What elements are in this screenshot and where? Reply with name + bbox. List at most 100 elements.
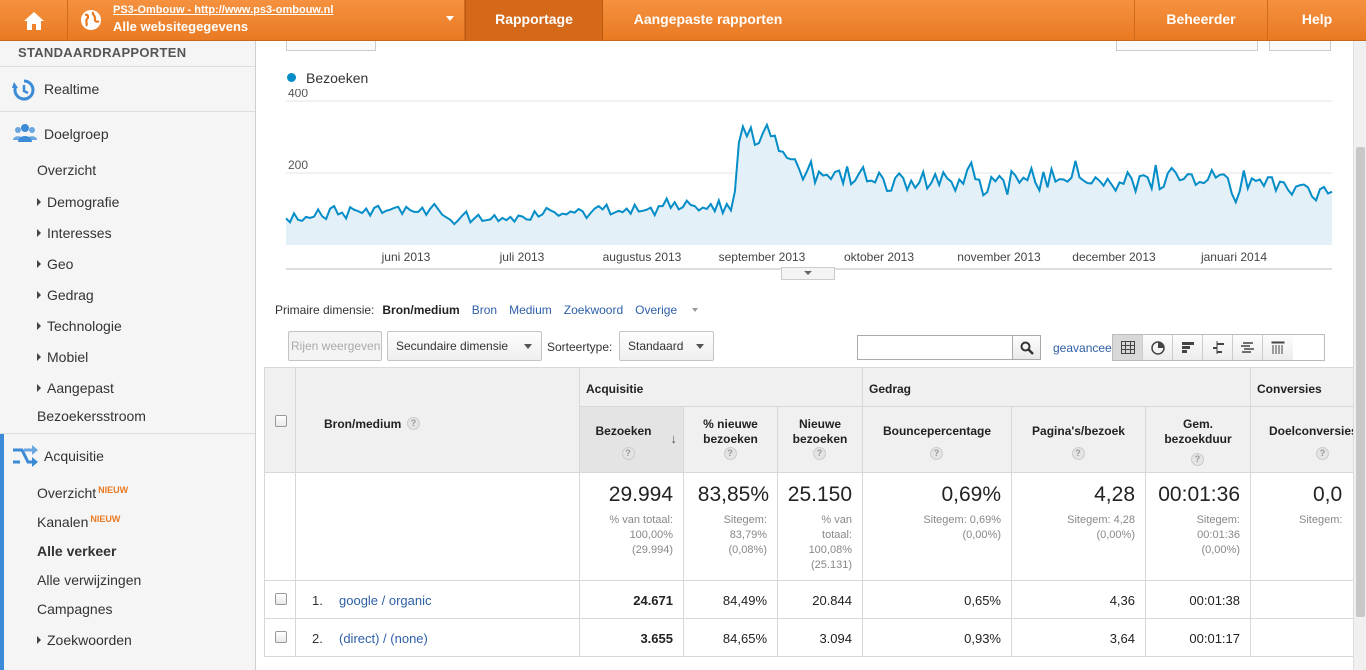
select-all-cell — [264, 367, 296, 473]
row-checkbox[interactable] — [275, 593, 287, 605]
sidebar-item-kanalen[interactable]: Kanalen NIEUW — [37, 514, 120, 530]
dimension-zoekwoord[interactable]: Zoekwoord — [563, 303, 624, 317]
visits-line-chart[interactable]: 400 200 juni 2013 juli 2013 augustus 2013 se… — [263, 89, 1343, 279]
group-header-gedrag: Gedrag — [863, 367, 1251, 407]
dimension-bron-medium[interactable]: Bron/medium — [382, 303, 460, 317]
sidebar-label-acquisitie: Acquisitie — [44, 448, 104, 464]
view-table-button[interactable] — [1113, 335, 1143, 360]
row-pct-nieuwe: 84,49% — [684, 581, 778, 619]
column-header-nieuwe-bezoeken[interactable]: Nieuwe bezoeken ? — [778, 407, 863, 473]
new-badge: NIEUW — [90, 514, 121, 524]
chart-type-buttons-stub[interactable] — [1269, 41, 1331, 51]
search-icon — [1020, 341, 1034, 355]
view-term-cloud-button[interactable] — [1233, 335, 1263, 360]
row-nieuwe-bezoeken: 20.844 — [778, 581, 863, 619]
totals-checkbox-cell — [264, 473, 296, 581]
column-header-paginas-per-bezoek[interactable]: Pagina's/bezoek ? — [1012, 407, 1146, 473]
tab-beheerder[interactable]: Beheerder — [1134, 0, 1267, 41]
total-pct-nieuwe: 83,85% Sitegem: 83,79% (0,08%) — [684, 473, 778, 581]
sidebar-item-label: Gedrag — [47, 287, 94, 303]
chart-collapse-handle[interactable] — [781, 267, 835, 280]
grid-icon — [1120, 341, 1135, 354]
rows-display-button[interactable]: Rijen weergeven — [288, 331, 382, 361]
account-view: Alle websitegegevens — [113, 19, 249, 34]
help-icon[interactable]: ? — [407, 417, 420, 430]
sidebar-item-aangepast[interactable]: Aangepast — [37, 380, 114, 396]
column-header-bezoeken[interactable]: Bezoeken ↓ ? — [580, 407, 684, 473]
sidebar-item-campagnes[interactable]: Campagnes — [37, 601, 113, 617]
dimension-medium[interactable]: Medium — [509, 303, 552, 317]
tab-rapportage[interactable]: Rapportage — [465, 0, 603, 41]
sidebar-item-interesses[interactable]: Interesses — [37, 225, 112, 241]
sidebar-item-zoekwoorden[interactable]: Zoekwoorden — [37, 632, 132, 648]
chevron-down-icon — [446, 16, 454, 21]
help-icon[interactable]: ? — [1316, 447, 1329, 460]
total-bezoekduur: 00:01:36 Sitegem: 00:01:36 (0,00%) — [1146, 473, 1251, 581]
sidebar-item-geo[interactable]: Geo — [37, 256, 73, 272]
row-source-link[interactable]: google / organic — [339, 593, 432, 608]
sidebar-item-acquisitie[interactable]: Acquisitie — [0, 433, 255, 477]
row-doelconversies — [1251, 619, 1353, 657]
home-button[interactable] — [0, 0, 68, 41]
column-header-doelconversies[interactable]: Doelconversies ? — [1251, 407, 1353, 473]
sort-type-label: Sorteertype: — [547, 340, 613, 354]
new-badge: NIEUW — [98, 485, 129, 495]
help-icon[interactable]: ? — [621, 447, 635, 460]
column-header-pct-nieuwe[interactable]: % nieuwe bezoeken ? — [684, 407, 778, 473]
legend-label[interactable]: Bezoeken — [306, 70, 369, 86]
group-title: Conversies — [1257, 382, 1322, 396]
dimension-overige[interactable]: Overige — [635, 303, 710, 317]
view-pie-button[interactable] — [1143, 335, 1173, 360]
sort-type-dropdown[interactable]: Standaard — [619, 331, 714, 361]
help-icon[interactable]: ? — [1071, 447, 1085, 460]
select-all-checkbox[interactable] — [275, 415, 287, 427]
help-icon[interactable]: ? — [930, 447, 943, 460]
view-performance-button[interactable] — [1173, 335, 1203, 360]
legend-marker — [287, 73, 296, 82]
help-icon[interactable]: ? — [1191, 453, 1204, 466]
sidebar-item-alle-verwijzingen[interactable]: Alle verwijzingen — [37, 572, 142, 588]
interval-buttons-stub[interactable] — [1116, 41, 1258, 51]
search-button[interactable] — [1012, 335, 1041, 360]
view-pivot-button[interactable] — [1263, 335, 1293, 360]
cell-value: 20.844 — [812, 593, 852, 608]
cell-value: 3,64 — [1109, 631, 1135, 646]
row-checkbox[interactable] — [275, 631, 287, 643]
row-doelconversies — [1251, 581, 1353, 619]
total-doelconversies: 0,0 Sitegem: — [1251, 473, 1353, 581]
help-icon[interactable]: ? — [723, 447, 737, 460]
secondary-dimension-dropdown[interactable]: Secundaire dimensie — [387, 331, 542, 361]
column-header-bouncepercentage[interactable]: Bouncepercentage ? — [863, 407, 1012, 473]
sidebar-label-realtime: Realtime — [44, 81, 100, 97]
advanced-filter-link[interactable]: geavanceerd — [1053, 341, 1123, 355]
sidebar-item-doelgroep[interactable]: Doelgroep — [0, 111, 255, 155]
account-selector[interactable]: PS3-Ombouw - http://www.ps3-ombouw.nl Al… — [68, 0, 465, 41]
tab-help[interactable]: Help — [1267, 0, 1366, 41]
sidebar-item-acq-overzicht[interactable]: Overzicht NIEUW — [37, 485, 128, 501]
help-icon[interactable]: ? — [813, 447, 826, 460]
total-value: 0,69% — [941, 483, 1001, 506]
sidebar-item-mobiel[interactable]: Mobiel — [37, 349, 88, 365]
sidebar-item-label: Zoekwoorden — [47, 632, 132, 648]
sidebar-item-overzicht[interactable]: Overzicht — [37, 162, 97, 178]
table-search-input[interactable] — [857, 335, 1013, 360]
table-row-dimension: 2. (direct) / (none) — [296, 619, 580, 657]
sidebar-item-alle-verkeer[interactable]: Alle verkeer — [37, 543, 117, 559]
tab-aangepaste-rapporten[interactable]: Aangepaste rapporten — [633, 11, 783, 27]
total-value: 00:01:36 — [1158, 483, 1240, 506]
total-value: 4,28 — [1094, 483, 1135, 506]
sidebar-item-bezoekersstroom[interactable]: Bezoekersstroom — [37, 408, 146, 424]
dimension-header[interactable]: Bron/medium ? — [296, 367, 580, 473]
scrollbar-thumb[interactable] — [1356, 147, 1365, 617]
view-comparison-button[interactable] — [1203, 335, 1233, 360]
column-header-bezoekduur[interactable]: Gem. bezoekduur ? — [1146, 407, 1251, 473]
sidebar-item-demografie[interactable]: Demografie — [37, 194, 119, 210]
date-control-stub[interactable] — [286, 41, 376, 51]
page-scrollbar[interactable] — [1353, 41, 1366, 670]
sidebar-item-realtime[interactable]: Realtime — [0, 66, 255, 110]
dimension-bron[interactable]: Bron — [471, 303, 498, 317]
row-source-link[interactable]: (direct) / (none) — [339, 631, 428, 646]
sidebar-item-technologie[interactable]: Technologie — [37, 318, 122, 334]
sidebar-item-gedrag[interactable]: Gedrag — [37, 287, 94, 303]
total-bouncepercentage: 0,69% Sitegem: 0,69% (0,00%) — [863, 473, 1012, 581]
